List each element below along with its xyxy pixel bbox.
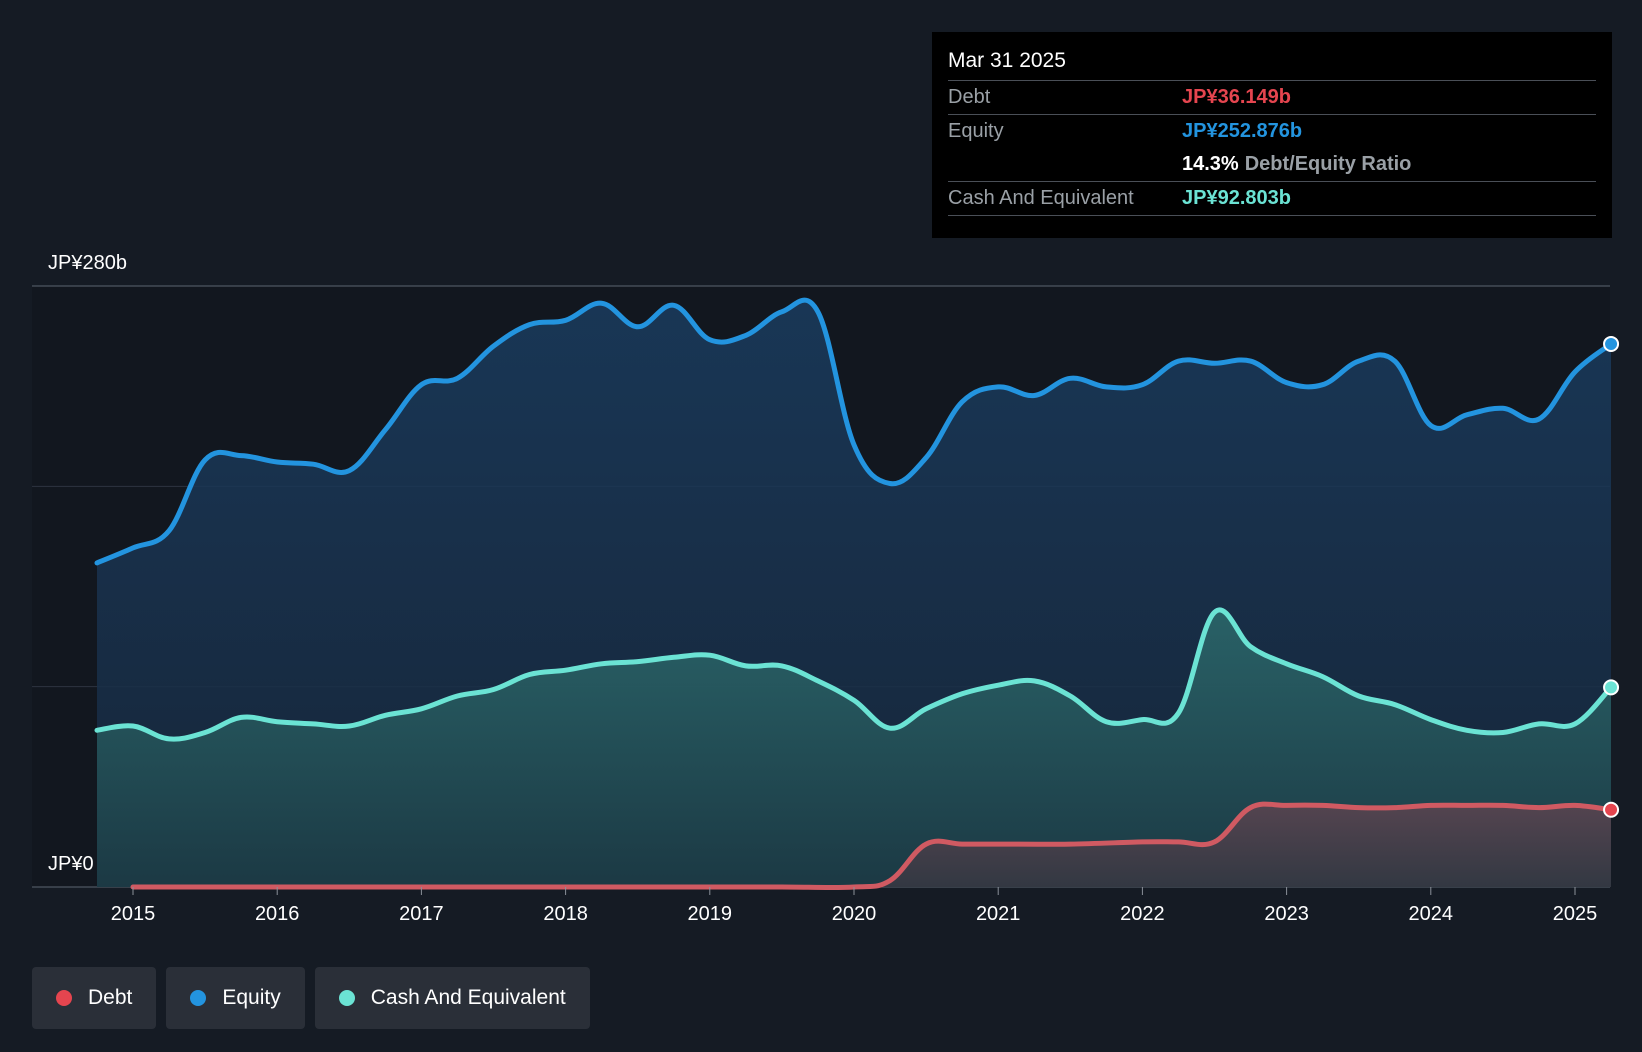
x-tick-label: 2016 <box>255 903 300 925</box>
tooltip-row-ratio: 14.3% Debt/Equity Ratio <box>948 148 1596 181</box>
debt-line <box>130 801 1614 891</box>
x-tick-label: 2023 <box>1264 903 1309 925</box>
cash-end-marker <box>1603 679 1620 696</box>
tooltip-ratio-label: Debt/Equity Ratio <box>1244 153 1412 175</box>
series-layer <box>94 297 1620 891</box>
x-tick-label: 2022 <box>1120 903 1165 925</box>
tooltip-cash-label: Cash And Equivalent <box>948 187 1134 209</box>
tooltip-ratio-spacer <box>948 148 1182 181</box>
debt-equity-chart: 2015 2016 2017 2018 2019 2020 2021 2022 2023 2024… <box>32 252 1620 925</box>
equity-line <box>94 297 1614 566</box>
tooltip-equity-value: JP¥252.876b <box>1182 120 1303 142</box>
tooltip-equity-label: Equity <box>948 120 1004 142</box>
legend-dot-equity <box>190 990 207 1006</box>
y-axis-bottom-label: JP¥0 <box>48 853 94 875</box>
legend-item-equity[interactable]: Equity <box>166 967 305 1029</box>
cash-area <box>97 609 1611 887</box>
y-axis-top-label: JP¥280b <box>48 252 127 274</box>
x-tick-label: 2015 <box>111 903 156 925</box>
x-tick-label: 2021 <box>976 903 1021 925</box>
x-tick-label: 2020 <box>832 903 877 925</box>
legend: Debt Equity Cash And Equivalent <box>32 967 590 1029</box>
x-tick-label: 2024 <box>1409 903 1454 925</box>
tooltip-debt-label: Debt <box>948 86 991 108</box>
x-tick-label: 2025 <box>1553 903 1598 925</box>
tooltip-row-debt: Debt JP¥36.149b <box>948 80 1596 114</box>
legend-label-cash: Cash And Equivalent <box>370 986 566 1009</box>
tooltip-date: Mar 31 2025 <box>948 49 1066 72</box>
debt-area <box>133 804 1611 888</box>
legend-dot-cash <box>338 990 355 1006</box>
legend-item-debt[interactable]: Debt <box>32 967 157 1029</box>
x-axis: 2015 2016 2017 2018 2019 2020 2021 2022 2023 2024… <box>111 887 1598 925</box>
x-tick-label: 2019 <box>688 903 733 925</box>
x-tick-label: 2017 <box>399 903 444 925</box>
tooltip-panel: Mar 31 2025 Debt JP¥36.149b Equity JP¥25… <box>932 32 1612 238</box>
legend-label-debt: Debt <box>88 986 133 1009</box>
legend-label-equity: Equity <box>222 986 281 1009</box>
legend-dot-debt <box>56 990 72 1006</box>
tooltip-cash-value: JP¥92.803b <box>1182 187 1291 209</box>
x-tick-label: 2018 <box>543 903 588 925</box>
cash-line <box>94 607 1614 742</box>
tooltip-row-equity: Equity JP¥252.876b <box>948 114 1596 148</box>
equity-end-marker <box>1603 335 1620 352</box>
tooltip-ratio: 14.3% Debt/Equity Ratio <box>1182 148 1411 181</box>
tooltip-ratio-value: 14.3% <box>1182 153 1239 175</box>
tooltip-row-cash: Cash And Equivalent JP¥92.803b <box>948 181 1596 216</box>
legend-item-cash[interactable]: Cash And Equivalent <box>314 967 590 1029</box>
debt-end-marker <box>1603 801 1620 818</box>
tooltip-debt-value: JP¥36.149b <box>1182 86 1291 108</box>
